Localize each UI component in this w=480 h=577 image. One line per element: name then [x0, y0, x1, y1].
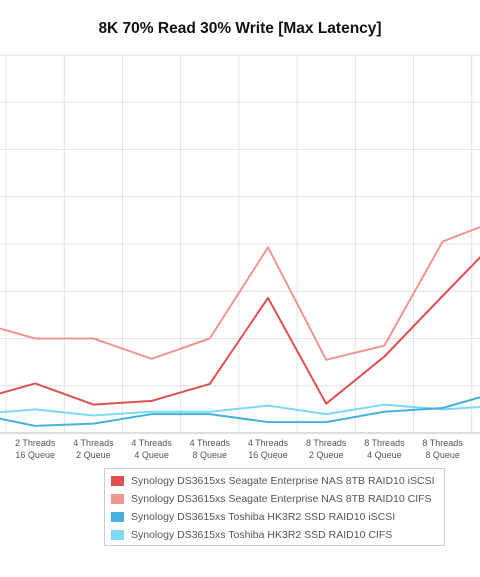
legend-item-1[interactable]: Synology DS3615xs Seagate Enterprise NAS… — [111, 472, 438, 490]
legend-item-4[interactable]: Synology DS3615xs Toshiba HK3R2 SSD RAID… — [111, 526, 438, 544]
legend-swatch — [111, 494, 124, 504]
x-tick-label: 8 Threads 8 Queue — [422, 438, 463, 460]
series-line-2 — [0, 226, 480, 361]
x-tick-label: 8 Threads 2 Queue — [306, 438, 347, 460]
x-tick-label: 4 Threads 4 Queue — [131, 438, 172, 460]
chart-legend: Synology DS3615xs Seagate Enterprise NAS… — [104, 468, 445, 546]
x-tick-label: 2 Threads 16 Queue — [15, 438, 56, 460]
legend-swatch — [111, 512, 124, 522]
legend-swatch — [111, 476, 124, 486]
legend-label: Synology DS3615xs Seagate Enterprise NAS… — [131, 493, 432, 505]
x-tick-label: 4 Threads 8 Queue — [190, 438, 231, 460]
legend-item-3[interactable]: Synology DS3615xs Toshiba HK3R2 SSD RAID… — [111, 508, 438, 526]
series-line-4 — [0, 403, 480, 417]
x-tick-label: 4 Threads 2 Queue — [73, 438, 114, 460]
legend-item-2[interactable]: Synology DS3615xs Seagate Enterprise NAS… — [111, 490, 438, 508]
x-tick-label: 4 Threads 16 Queue — [248, 438, 289, 460]
legend-label: Synology DS3615xs Seagate Enterprise NAS… — [131, 475, 435, 487]
series-line-3 — [0, 396, 480, 427]
x-tick-label: 8 Threads 4 Queue — [364, 438, 405, 460]
legend-label: Synology DS3615xs Toshiba HK3R2 SSD RAID… — [131, 529, 393, 541]
legend-swatch — [111, 530, 124, 540]
chart-title: 8K 70% Read 30% Write [Max Latency] — [98, 20, 382, 37]
legend-label: Synology DS3615xs Toshiba HK3R2 SSD RAID… — [131, 511, 396, 523]
series-line-1 — [0, 256, 480, 406]
